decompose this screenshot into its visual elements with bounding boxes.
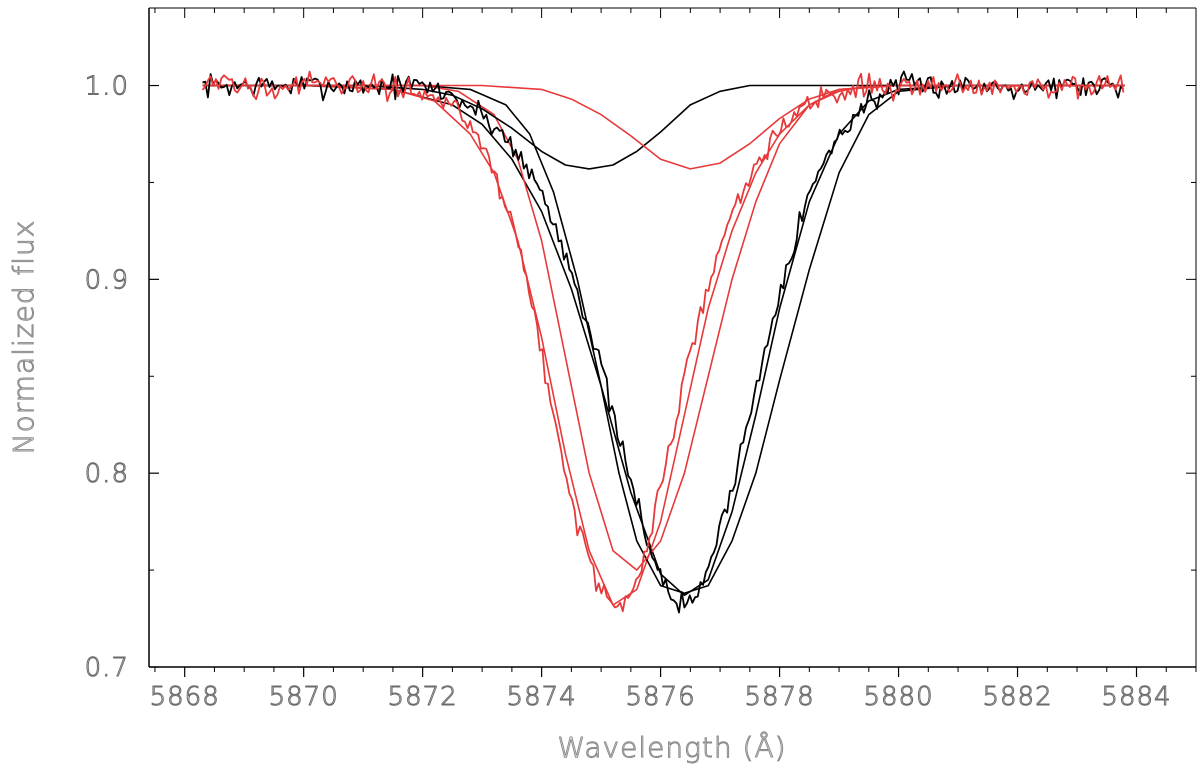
model-profile-line — [202, 84, 1125, 571]
observed-spectrum-line — [202, 70, 1124, 614]
y-tick-label: 0.9 — [85, 265, 129, 295]
model-profile-line — [202, 84, 1125, 170]
y-tick-label: 0.7 — [85, 653, 129, 683]
axis-ticks — [149, 8, 1197, 677]
model-profile-line — [202, 84, 1125, 597]
x-tick-label: 5880 — [863, 682, 933, 712]
x-tick-label: 5884 — [1101, 682, 1171, 712]
x-axis-label: Wavelength (Å) — [557, 730, 786, 764]
model-profile-line — [202, 84, 1125, 595]
x-tick-label: 5870 — [269, 682, 339, 712]
x-tick-label: 5872 — [388, 682, 458, 712]
y-tick-label: 1.0 — [85, 72, 129, 102]
data-series — [201, 70, 1125, 614]
y-axis-label: Normalized flux — [7, 220, 40, 455]
tick-labels: 5868 5870 5872 5874 5876 5878 5880 5882 5884 0.7 0… — [84, 71, 1171, 712]
x-tick-label: 5868 — [150, 682, 220, 712]
x-tick-label: 5874 — [507, 682, 577, 712]
y-tick-label: 0.8 — [85, 459, 129, 489]
x-tick-label: 5876 — [626, 682, 696, 712]
plot-frame — [148, 7, 1197, 668]
observed-spectrum-line — [201, 70, 1125, 613]
x-tick-label: 5882 — [982, 682, 1052, 712]
x-tick-label: 5878 — [744, 682, 814, 712]
model-profile-line — [202, 84, 1125, 170]
model-profile-line — [202, 84, 1125, 606]
